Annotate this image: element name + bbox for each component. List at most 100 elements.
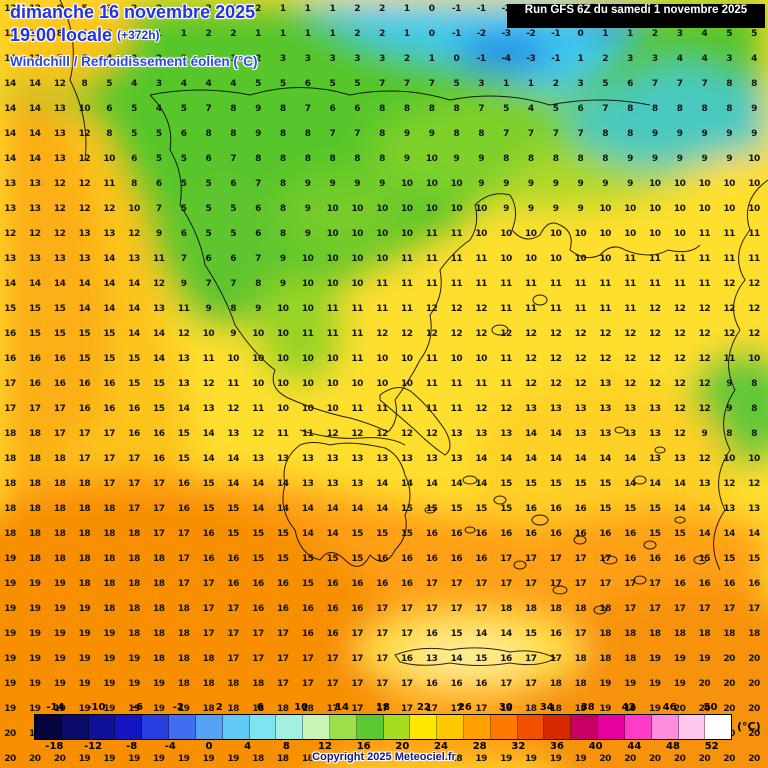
temp-value: 13 [128, 254, 140, 264]
temp-value: 10 [351, 279, 363, 289]
temp-value: 18 [376, 754, 388, 764]
temp-value: 18 [574, 654, 587, 664]
temp-value: 15 [425, 504, 438, 514]
temp-value: 15 [500, 504, 512, 514]
temp-value: 15 [525, 629, 537, 639]
temp-value: 5 [279, 79, 286, 89]
temp-value: 19 [103, 679, 115, 689]
temp-value: 11 [475, 379, 487, 389]
temp-value: 15 [53, 329, 66, 339]
temp-value: 9 [230, 329, 237, 339]
temp-value: 20 [748, 654, 760, 664]
temp-value: 14 [376, 504, 388, 514]
temp-value: 15 [475, 504, 487, 514]
temp-value: 19 [4, 704, 16, 714]
temp-value: 10 [723, 179, 735, 189]
temp-value: 13 [153, 304, 165, 314]
temp-value: 18 [53, 454, 66, 464]
temp-value: 13 [53, 104, 66, 114]
temp-value: 2 [205, 4, 212, 14]
temp-value: 16 [128, 429, 140, 439]
temp-value: 17 [525, 554, 537, 564]
temp-value: 9 [726, 404, 733, 414]
temp-value: 16 [425, 529, 438, 539]
temp-value: 17 [351, 679, 363, 689]
temp-value: 10 [624, 204, 636, 214]
temp-value: 12 [574, 354, 587, 364]
temp-value: 17 [252, 629, 264, 639]
temp-value: 15 [53, 304, 66, 314]
temp-value: 15 [624, 504, 636, 514]
temp-value: 12 [549, 329, 562, 339]
temp-value: 16 [351, 579, 363, 589]
temp-value: 8 [379, 104, 385, 114]
temp-value: 8 [751, 79, 757, 89]
temp-value: 17 [500, 679, 512, 689]
temp-value: 13 [227, 429, 239, 439]
temp-value: 15 [153, 379, 165, 389]
temp-value: 12 [78, 204, 91, 214]
temp-value: 12 [326, 429, 339, 439]
temp-value: 20 [698, 754, 711, 764]
temp-value: 12 [525, 354, 537, 364]
temp-value: 14 [4, 54, 16, 64]
temp-value: 20 [723, 679, 735, 689]
temp-value: 20 [748, 754, 760, 764]
temp-value: 10 [450, 354, 463, 364]
temp-value: 19 [4, 579, 16, 589]
temp-value: 11 [698, 279, 711, 289]
temp-value: 17 [649, 604, 661, 614]
temp-value: 19 [78, 704, 91, 714]
temp-value: 13 [401, 454, 413, 464]
temp-value: 14 [103, 279, 115, 289]
temp-value: 5 [726, 29, 733, 39]
temp-value: 3 [230, 4, 237, 14]
temp-value: 10 [549, 229, 562, 239]
temp-value: 11 [500, 379, 512, 389]
temp-value: 19 [78, 604, 91, 614]
temp-value: 17 [128, 479, 140, 489]
temp-value: 10 [301, 379, 314, 389]
temp-value: 16 [277, 579, 289, 589]
temp-value: 4 [676, 54, 683, 64]
temp-value: 19 [53, 579, 66, 589]
temp-value: 17 [376, 604, 388, 614]
temp-value: -3 [526, 54, 536, 64]
temp-value: 18 [277, 754, 289, 764]
temp-value: 12 [574, 329, 587, 339]
temp-value: 14 [401, 479, 413, 489]
temp-value: 17 [450, 579, 463, 589]
temp-value: 15 [376, 529, 388, 539]
colorbar-tick-label: 8 [282, 741, 290, 752]
temp-value: 15 [475, 654, 487, 664]
temp-value: 14 [673, 504, 686, 514]
temp-value: 16 [525, 529, 537, 539]
temp-value: 19 [103, 654, 115, 664]
temp-value: 10 [277, 304, 289, 314]
temp-value: 14 [376, 479, 388, 489]
temp-value: 18 [103, 504, 115, 514]
colorbar-tick-label: 18 [376, 702, 390, 713]
temp-value: 18 [698, 629, 711, 639]
temp-value: 10 [78, 104, 91, 114]
temp-value: 16 [401, 579, 413, 589]
temp-value: 14 [29, 154, 41, 164]
temp-value: 8 [751, 379, 757, 389]
temp-value: 2 [403, 54, 410, 64]
temp-value: 16 [78, 404, 91, 414]
temp-value: 12 [4, 229, 16, 239]
temp-value: 5 [131, 129, 137, 139]
temp-value: 17 [425, 704, 438, 714]
temp-value: 16 [326, 579, 339, 589]
temp-value: 10 [599, 204, 611, 214]
temp-value: 0 [577, 29, 584, 39]
temp-value: 7 [354, 129, 361, 139]
temp-value: 12 [153, 279, 165, 289]
temp-value: 5 [453, 79, 460, 89]
temp-value: 19 [574, 754, 587, 764]
temp-value: 8 [527, 154, 534, 164]
temp-value: 17 [425, 604, 438, 614]
temp-value: 10 [673, 204, 686, 214]
temp-value: 9 [577, 179, 584, 189]
temp-value: 18 [4, 479, 16, 489]
